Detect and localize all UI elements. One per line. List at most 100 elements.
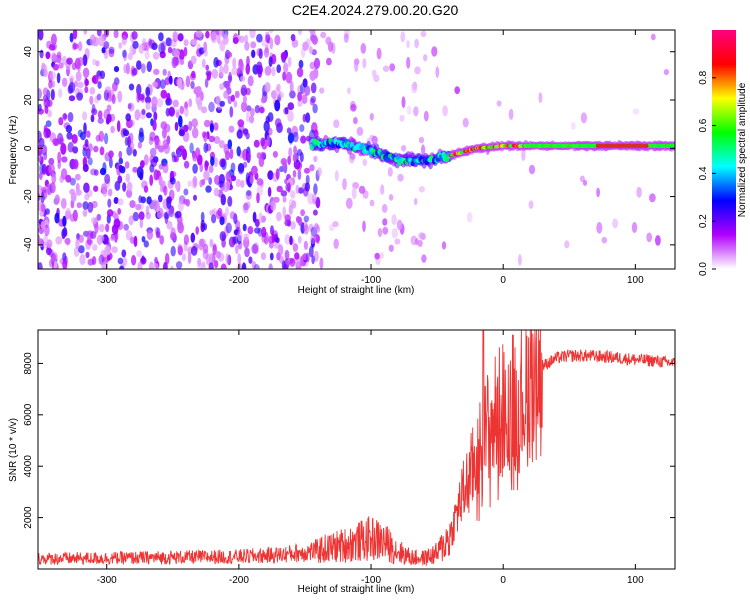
noise-speckle xyxy=(280,190,288,197)
noise-speckle xyxy=(362,220,366,232)
noise-speckle xyxy=(119,265,124,269)
noise-speckle xyxy=(113,30,119,39)
noise-speckle xyxy=(311,193,317,203)
noise-speckle xyxy=(528,164,536,175)
noise-speckle xyxy=(146,229,153,240)
noise-speckle xyxy=(229,148,234,160)
noise-speckle xyxy=(310,82,317,94)
noise-speckle xyxy=(223,143,230,155)
noise-speckle xyxy=(104,132,109,145)
noise-speckle xyxy=(528,200,534,209)
noise-speckle xyxy=(195,30,203,38)
noise-speckle xyxy=(208,262,214,269)
noise-speckle xyxy=(209,123,214,133)
noise-speckle xyxy=(51,254,57,263)
noise-speckle xyxy=(414,38,419,49)
noise-speckle xyxy=(38,238,44,248)
noise-speckle xyxy=(71,134,78,144)
noise-speckle xyxy=(143,154,149,166)
noise-speckle xyxy=(204,160,209,172)
noise-speckle xyxy=(300,135,307,144)
noise-speckle xyxy=(183,46,188,57)
noise-speckle xyxy=(122,257,128,267)
noise-speckle xyxy=(237,119,245,128)
noise-speckle xyxy=(159,79,166,90)
noise-speckle xyxy=(48,80,53,89)
noise-speckle xyxy=(193,194,197,201)
noise-speckle xyxy=(259,106,265,114)
noise-speckle xyxy=(145,205,150,216)
noise-speckle xyxy=(387,167,393,177)
noise-speckle xyxy=(153,68,160,75)
noise-speckle xyxy=(54,212,60,224)
noise-speckle xyxy=(152,119,157,131)
noise-speckle xyxy=(221,158,227,171)
noise-speckle xyxy=(225,206,229,216)
snr-panel: -300 -200 -100 0 100 2000 4000 6000 8000 Height … xyxy=(8,329,676,595)
x-tick-label: -100 xyxy=(361,275,381,286)
noise-speckle xyxy=(91,76,97,84)
noise-speckle xyxy=(170,227,176,239)
noise-speckle xyxy=(175,210,182,219)
noise-speckle xyxy=(349,153,356,160)
noise-speckle xyxy=(421,254,427,263)
noise-speckle xyxy=(267,170,274,181)
noise-speckle xyxy=(90,168,97,176)
noise-speckle xyxy=(123,223,129,231)
noise-speckle xyxy=(151,96,158,108)
noise-speckle xyxy=(228,71,233,84)
y-tick-label: 2000 xyxy=(23,506,34,529)
noise-speckle xyxy=(168,106,176,117)
noise-speckle xyxy=(58,88,63,98)
noise-speckle xyxy=(276,83,281,92)
noise-speckle xyxy=(145,86,151,97)
noise-speckle xyxy=(413,197,418,206)
noise-speckle xyxy=(289,257,296,267)
noise-speckle xyxy=(293,145,297,155)
noise-speckle xyxy=(397,173,404,182)
noise-speckle xyxy=(271,66,276,77)
noise-speckle xyxy=(244,247,250,258)
noise-speckle xyxy=(213,122,219,131)
noise-speckle xyxy=(315,196,321,209)
noise-speckle xyxy=(95,60,100,67)
noise-speckle xyxy=(129,119,135,127)
x-tick-label: 0 xyxy=(500,275,506,286)
noise-speckle xyxy=(168,107,175,116)
noise-speckle xyxy=(342,178,347,191)
y-tick-label: 8000 xyxy=(23,352,34,375)
noise-speckle xyxy=(316,225,321,233)
noise-speckle xyxy=(253,264,260,269)
noise-speckle xyxy=(82,67,90,79)
noise-speckle xyxy=(420,30,427,38)
noise-speckle xyxy=(83,182,90,193)
noise-speckle xyxy=(53,260,58,269)
noise-speckle xyxy=(508,108,514,120)
noise-speckle xyxy=(175,261,183,269)
noise-speckle xyxy=(162,163,169,174)
noise-speckle xyxy=(77,41,83,52)
noise-speckle xyxy=(101,183,108,193)
noise-speckle xyxy=(246,111,250,123)
noise-speckle xyxy=(158,145,165,153)
noise-speckle xyxy=(325,36,332,46)
snr-x-label: Height of straight line (km) xyxy=(298,584,415,595)
noise-speckle xyxy=(362,58,367,69)
noise-speckle xyxy=(138,127,144,138)
noise-speckle xyxy=(61,77,68,88)
noise-speckle xyxy=(518,254,522,266)
noise-speckle xyxy=(308,46,313,55)
noise-speckle xyxy=(204,78,209,88)
noise-speckle xyxy=(67,112,74,123)
noise-speckle xyxy=(406,40,410,49)
noise-speckle xyxy=(418,186,425,193)
noise-speckle xyxy=(210,31,218,44)
noise-speckle xyxy=(159,235,165,245)
noise-speckle xyxy=(121,34,128,46)
noise-speckle xyxy=(126,189,133,198)
colorbar-tick-label: 0.4 xyxy=(698,166,709,180)
noise-speckle xyxy=(45,247,52,256)
noise-speckle xyxy=(198,238,205,251)
noise-speckle xyxy=(391,228,399,239)
noise-speckle xyxy=(311,35,318,45)
